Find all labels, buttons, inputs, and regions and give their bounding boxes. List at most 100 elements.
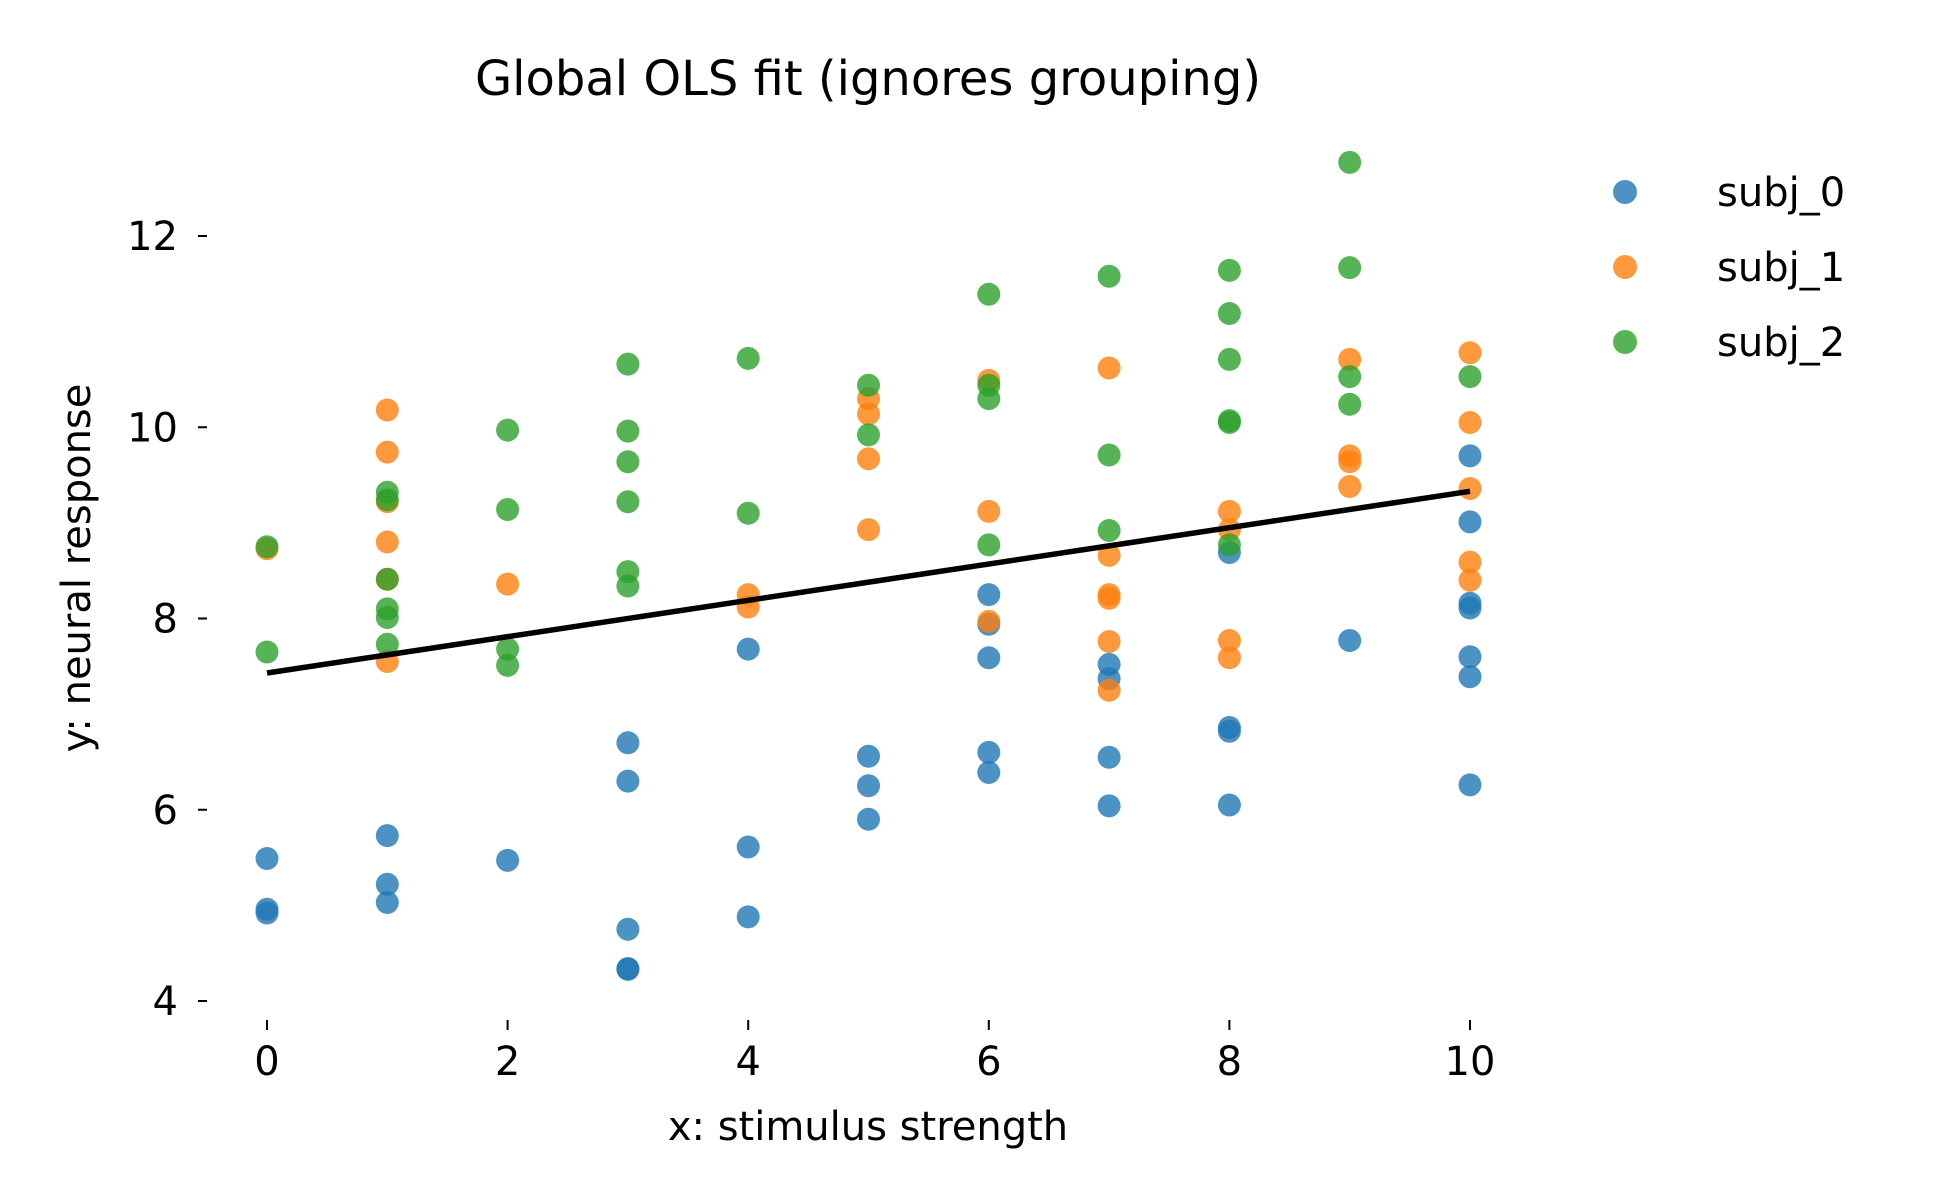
legend-label: subj_0 [1717,170,1845,216]
legend-label: subj_2 [1717,320,1845,366]
fit-layer [266,488,1471,676]
legend-item-subj_2: subj_2 [1613,320,1845,366]
data-point [736,637,760,661]
data-point [255,847,279,870]
x-tick-label: 6 [976,1039,1001,1085]
data-point [616,769,640,793]
data-point [1458,550,1482,574]
data-point [1458,365,1482,389]
data-point [977,761,1001,784]
data-point [1217,347,1241,371]
data-point [857,402,880,426]
data-point [496,637,520,661]
data-point [1217,793,1241,817]
data-point [977,533,1001,557]
data-point [616,574,640,598]
data-point [857,423,880,447]
data-point [1217,719,1241,743]
data-point [1097,519,1121,542]
data-point [736,346,760,370]
legend-item-subj_1: subj_1 [1613,245,1845,291]
data-point [1338,450,1362,474]
data-point [1097,586,1121,610]
data-point [496,848,520,872]
legend-label: subj_1 [1717,245,1845,291]
data-point [375,567,399,591]
data-point [1217,499,1241,523]
data-point [1338,347,1362,371]
data-point [1338,365,1362,389]
points-layer [255,150,1482,981]
data-point [255,535,279,559]
data-point [977,609,1001,633]
data-point [736,905,760,929]
data-point [1097,443,1121,467]
data-point [1338,256,1362,280]
data-point [375,530,399,554]
data-point [1097,543,1121,567]
data-point [375,891,399,914]
data-point [375,872,399,896]
data-point [1097,745,1121,769]
data-point [1458,510,1482,534]
data-point [1217,258,1241,282]
data-point [616,917,640,941]
legend: subj_0 subj_1 subj_2 [1613,170,1845,366]
y-tick-label: 10 [127,405,178,451]
data-point [1338,475,1362,498]
x-tick-label: 2 [495,1039,520,1085]
data-point [1338,150,1362,174]
data-point [1458,444,1482,468]
x-tick-label: 10 [1445,1039,1496,1085]
data-point [1338,629,1362,652]
data-point [977,499,1001,523]
data-point [857,447,880,471]
data-point [857,518,880,542]
data-point [375,488,399,512]
x-tick-label: 0 [254,1039,279,1085]
data-point [1338,392,1362,416]
data-point [496,498,520,521]
data-point [1097,794,1121,818]
data-point [1458,596,1482,620]
data-point [977,740,1001,764]
data-point [1458,645,1482,669]
data-point [736,501,760,525]
y-axis: 4 6 8 10 12 [127,214,207,1025]
data-point [616,419,640,443]
data-point [496,653,520,677]
y-tick-label: 6 [153,788,178,834]
legend-marker-icon [1613,255,1637,279]
y-tick-label: 8 [153,597,178,643]
data-point [1458,773,1482,797]
data-point [375,440,399,464]
data-point [375,824,399,848]
data-point [1217,629,1241,652]
y-tick-label: 12 [127,214,178,260]
data-point [375,632,399,656]
x-tick-label: 4 [735,1039,760,1085]
data-point [857,373,880,397]
chart-title: Global OLS fit (ignores grouping) [475,51,1261,107]
y-axis-title: y: neural response [54,384,100,753]
data-point [375,606,399,629]
data-point [857,774,880,798]
data-point [1217,646,1241,670]
data-point [1458,341,1482,365]
data-point [1217,411,1241,434]
data-point [736,835,760,859]
data-point [1217,302,1241,325]
data-point [616,731,640,755]
ols-fit-line [266,488,1471,676]
y-tick-label: 4 [153,979,178,1025]
legend-item-subj_0: subj_0 [1613,170,1845,216]
data-point [616,352,640,376]
x-axis-title: x: stimulus strength [668,1104,1068,1150]
data-point [1458,477,1482,500]
data-point [1458,665,1482,689]
data-point [977,646,1001,670]
data-point [977,282,1001,306]
data-point [255,640,279,664]
data-point [977,387,1001,411]
